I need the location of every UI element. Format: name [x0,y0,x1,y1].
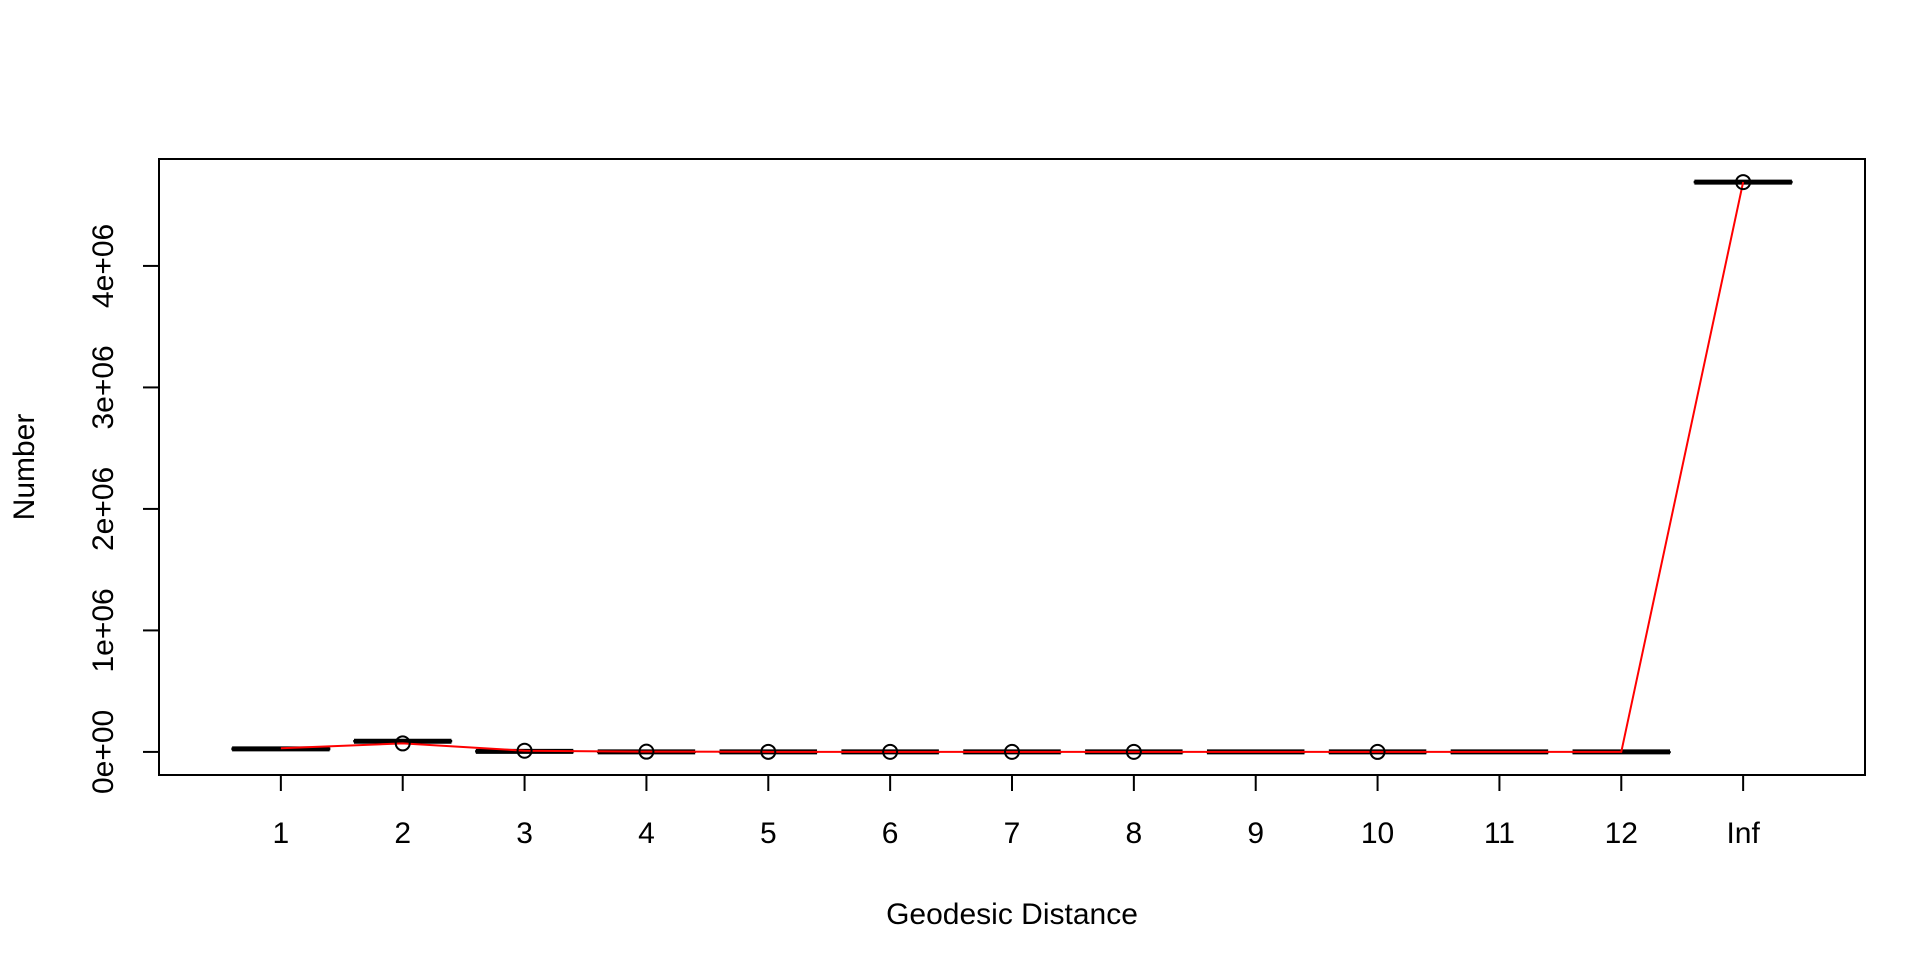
observed-point [394,735,411,752]
x-tick-label: 7 [1004,817,1021,850]
y-axis: 0e+00 1e+06 2e+06 3e+06 4e+06 [87,224,160,794]
x-tick-label: 5 [760,817,777,850]
observed-point [882,743,899,760]
x-tick-label: 3 [516,817,533,850]
observed-point [1125,743,1142,760]
x-tick-label: 2 [394,817,411,850]
observed-series [280,174,1752,760]
observed-point [638,743,655,760]
observed-point [1369,743,1386,760]
x-axis: 1 2 3 4 5 6 7 8 9 10 11 12 Inf [273,774,1760,850]
y-tick-label: 3e+06 [87,345,120,429]
y-tick-label: 1e+06 [87,588,120,672]
x-tick-label: Inf [1726,817,1760,850]
y-tick-label: 0e+00 [87,710,120,794]
x-tick-label: 8 [1126,817,1143,850]
x-tick-label: 12 [1605,817,1638,850]
y-tick-label: 2e+06 [87,467,120,551]
observed-line [280,181,1745,753]
observed-point [1735,174,1752,191]
observed-point [516,742,533,759]
box-group [231,179,1793,755]
x-tick-label: 11 [1484,817,1515,850]
y-tick-label: 4e+06 [87,224,120,308]
x-axis-title: Geodesic Distance [886,898,1138,931]
x-tick-label: 4 [638,817,655,850]
y-axis-title: Number [8,414,41,521]
observed-point [1004,743,1020,760]
observed-point [760,743,777,760]
plot-frame [158,158,1866,776]
x-tick-label: 1 [273,817,290,850]
x-tick-label: 10 [1361,817,1394,850]
x-tick-label: 6 [882,817,899,850]
x-tick-label: 9 [1247,817,1264,850]
